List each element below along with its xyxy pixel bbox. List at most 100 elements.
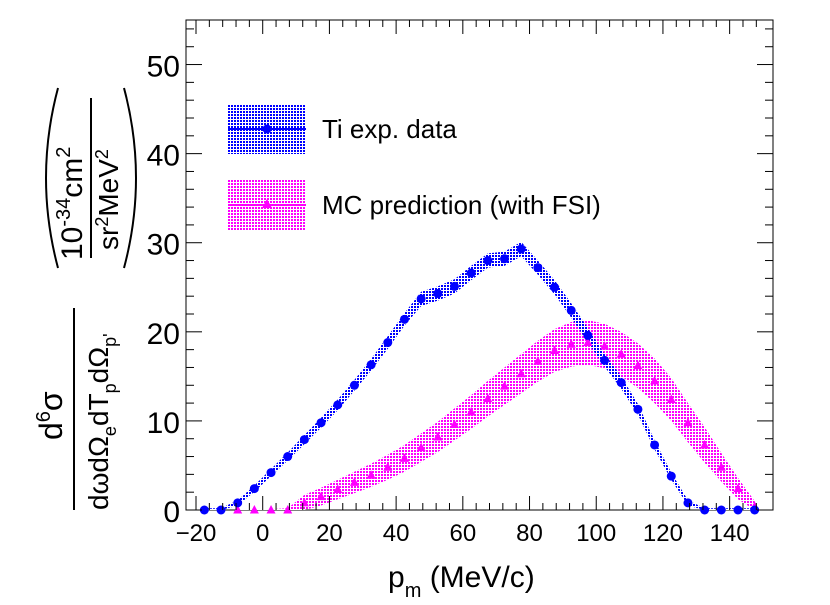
y-tick-label: 30 — [147, 229, 180, 262]
y-title-paren-right — [123, 87, 137, 269]
point-mc-23 — [616, 349, 626, 358]
x-tick-label: 60 — [449, 520, 476, 547]
x-tick-label: 20 — [316, 520, 343, 547]
point-mc-29 — [716, 462, 726, 471]
y-unit-sr-sup: 2 — [92, 217, 112, 227]
point-ti-15 — [449, 281, 459, 291]
y-axis-title: d6σ dωdΩedTpdΩp' 10-34cm2 sr2MeV2 — [33, 87, 137, 510]
point-ti-28 — [666, 471, 676, 481]
y-den-sub-p: p — [100, 383, 120, 393]
point-ti-7 — [316, 418, 326, 428]
y-num-sigma: σ — [33, 391, 69, 411]
point-ti-18 — [500, 254, 510, 264]
legend-label-mc: MC prediction (with FSI) — [322, 190, 601, 220]
point-mc-21 — [583, 337, 593, 347]
y-unit-cm: cm — [56, 158, 89, 198]
point-mc-25 — [650, 375, 660, 385]
y-unit-sr: sr — [93, 227, 124, 250]
x-axis-title-main: p — [388, 561, 405, 594]
point-ti-5 — [283, 452, 293, 462]
point-ti-8 — [333, 400, 343, 410]
point-mc-0 — [233, 505, 243, 514]
y-unit-mev: MeV — [93, 159, 124, 217]
point-ti-21 — [550, 282, 560, 292]
point-mc-13 — [449, 419, 459, 428]
data-markers — [199, 244, 760, 515]
x-tick-label: 100 — [576, 520, 616, 547]
point-ti-26 — [633, 404, 643, 414]
y-tick-label: 10 — [147, 407, 180, 440]
x-axis-title: pm (MeV/c) — [388, 561, 535, 602]
y-tick-label: 50 — [147, 51, 180, 84]
x-tick-label: 80 — [516, 520, 543, 547]
point-ti-16 — [466, 268, 476, 278]
x-axis-title-sub: m — [405, 580, 422, 602]
point-ti-1 — [216, 505, 226, 515]
point-mc-30 — [733, 483, 743, 493]
x-axis-ticks: −20 0 20 40 60 80 100 120 140 — [176, 20, 757, 547]
x-axis-title-rest: (MeV/c) — [421, 561, 534, 594]
point-mc-1 — [249, 505, 259, 514]
point-ti-12 — [399, 314, 409, 324]
point-ti-32 — [733, 505, 743, 515]
point-mc-22 — [600, 341, 610, 350]
y-num-d: d — [33, 422, 69, 440]
point-ti-6 — [299, 435, 309, 445]
point-mc-14 — [466, 407, 476, 416]
legend-entry-mc: MC prediction (with FSI) — [228, 180, 601, 230]
point-ti-22 — [566, 305, 576, 315]
point-ti-10 — [366, 360, 376, 370]
y-den-domega: dωdΩ — [83, 436, 114, 510]
point-ti-14 — [433, 289, 443, 299]
y-unit-cm-sup: 2 — [53, 147, 75, 158]
point-ti-11 — [383, 338, 393, 348]
y-title-paren-left — [45, 87, 59, 269]
point-ti-17 — [483, 256, 493, 266]
error-bands — [204, 241, 755, 510]
point-mc-28 — [700, 439, 710, 449]
point-ti-20 — [533, 263, 543, 273]
legend-marker-mc — [262, 199, 272, 208]
point-ti-29 — [683, 498, 693, 508]
point-mc-19 — [550, 345, 560, 355]
point-mc-8 — [366, 470, 376, 479]
y-axis-ticks: 0 10 20 30 40 50 — [147, 28, 773, 529]
point-ti-2 — [233, 498, 243, 508]
point-mc-9 — [383, 462, 393, 471]
plot-frame — [185, 19, 774, 511]
legend-marker-ti — [262, 124, 272, 134]
point-mc-5 — [316, 491, 326, 501]
x-tick-label: 120 — [643, 520, 683, 547]
point-ti-24 — [600, 355, 610, 365]
point-ti-13 — [416, 294, 426, 304]
y-tick-label: 0 — [163, 496, 180, 529]
y-title-numerator: d6σ — [33, 391, 69, 440]
point-ti-31 — [716, 505, 726, 515]
point-mc-24 — [633, 360, 643, 370]
point-mc-4 — [299, 497, 309, 507]
y-unit-10: 10 — [56, 227, 89, 260]
x-tick-label: 40 — [383, 520, 410, 547]
y-title-unit-denominator: sr2MeV2 — [92, 149, 124, 250]
y-unit-mev-sup: 2 — [92, 149, 112, 159]
point-ti-25 — [616, 378, 626, 388]
legend-entry-ti: Ti exp. data — [228, 105, 457, 154]
y-title-denominator: dωdΩedTpdΩp' — [83, 333, 120, 510]
point-mc-16 — [500, 381, 510, 390]
point-mc-17 — [516, 368, 526, 378]
y-unit-exp: -34 — [53, 198, 75, 227]
legend: Ti exp. data MC prediction (with FSI) — [228, 105, 601, 230]
point-mc-20 — [566, 339, 576, 348]
point-mc-18 — [533, 356, 543, 365]
point-mc-27 — [683, 417, 693, 427]
point-mc-2 — [266, 505, 276, 514]
error-band-mc — [237, 320, 755, 510]
point-ti-4 — [266, 468, 276, 478]
y-tick-label: 20 — [147, 318, 180, 351]
error-band-ti — [204, 241, 755, 510]
y-num-sup: 6 — [33, 411, 55, 422]
x-tick-label: 140 — [710, 520, 750, 547]
y-den-sub-pp: p' — [100, 333, 120, 346]
point-mc-10 — [399, 453, 409, 462]
